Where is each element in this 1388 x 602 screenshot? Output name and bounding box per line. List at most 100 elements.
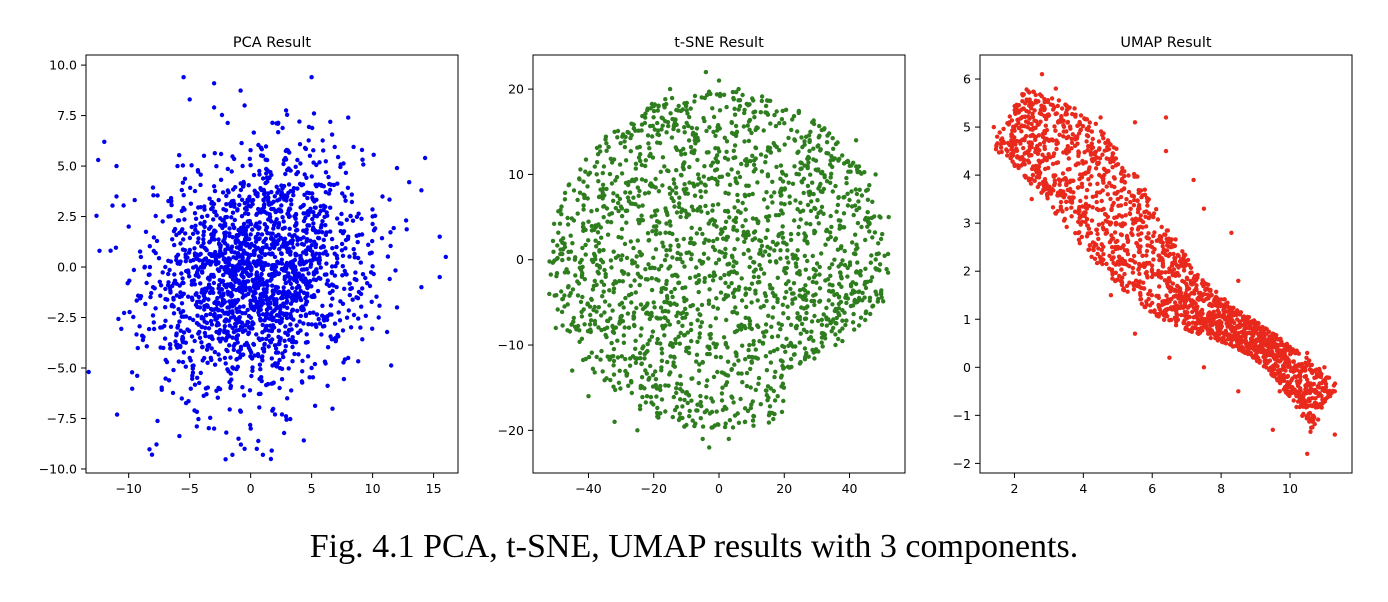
pca-point [310,375,316,380]
tsne-point [619,235,624,240]
tsne-point [822,126,827,131]
tsne-point [837,270,843,275]
pca-point [318,265,323,270]
tsne-point [687,180,692,185]
pca-point [289,265,294,270]
pca-point [204,312,209,318]
tsne-point [663,230,668,235]
tsne-point [782,142,787,147]
tsne-point [633,290,638,295]
pca-point [164,359,170,365]
tsne-point [578,167,583,172]
pca-point [216,197,221,203]
pca-point [171,367,176,373]
umap-point [995,134,1000,139]
tsne-point [786,315,791,321]
pca-point [183,340,188,345]
pca-point [279,266,284,272]
tsne-point [659,351,665,356]
tsne-point [736,86,741,92]
pca-point [281,289,286,295]
pca-point [259,255,264,260]
tsne-point [846,159,851,164]
pca-point [265,230,270,236]
pca-point [205,343,210,348]
pca-point [183,252,188,257]
pca-point [287,291,292,296]
tsne-point [724,234,730,240]
tsne-point [820,344,825,349]
pca-point [294,279,299,284]
pca-point [325,383,330,388]
pca-point [314,312,320,317]
tsne-point [598,357,603,362]
tsne-point [633,356,638,361]
tsne-point [724,139,730,144]
umap-point [1054,146,1059,152]
pca-point [263,144,269,149]
umap-point [1101,252,1106,257]
pca-point [178,290,183,295]
pca-point [169,198,174,204]
tsne-point [617,319,623,324]
pca-point [225,329,230,334]
tsne-point [697,362,702,367]
tsne-point [660,116,665,121]
pca-point [239,325,245,330]
tsne-point [577,260,583,265]
pca-point [315,235,321,241]
tsne-point [601,247,606,253]
pca-point [335,260,340,266]
pca-point [256,336,261,341]
pca-point [230,235,235,240]
pca-point [285,396,290,401]
pca-point [240,258,246,264]
tsne-point [682,130,687,135]
tsne-point [577,177,582,182]
tsne-point [808,222,813,227]
pca-point [97,248,102,253]
pca-point [187,316,192,321]
pca-point [217,327,223,333]
tsne-point [757,262,762,268]
tsne-point [664,101,669,107]
tsne-point [668,354,673,359]
tsne-point [596,179,601,184]
tsne-point [809,329,814,334]
pca-point [293,164,298,169]
tsne-point [803,234,808,240]
pca-point [158,345,163,350]
tsne-point [762,334,767,339]
tsne-point [848,284,854,289]
tsne-point [838,274,844,279]
pca-point [296,271,301,276]
tsne-point [885,251,891,257]
tsne-point [746,248,751,253]
tsne-point [785,248,790,253]
tsne-point [678,214,683,220]
tsne-point [860,298,865,303]
tsne-point [801,190,806,196]
tsne-point [756,274,761,280]
pca-point [298,313,303,319]
pca-point [177,319,182,324]
tsne-point [687,275,693,281]
tsne-point [649,276,654,281]
pca-point [212,188,218,194]
tsne-point [743,357,748,362]
tsne-point [683,208,688,213]
pca-point [257,299,262,304]
tsne-point [716,78,722,83]
tsne-point [852,327,857,332]
pca-point [245,307,250,313]
tsne-point [607,303,612,308]
tsne-point [810,253,815,259]
pca-point [293,212,299,217]
tsne-point [828,321,833,326]
tsne-point [655,120,660,126]
tsne-point [637,350,643,356]
pca-point [246,331,251,337]
tsne-point [763,103,769,109]
tsne-point [817,299,822,304]
pca-point [217,357,222,362]
